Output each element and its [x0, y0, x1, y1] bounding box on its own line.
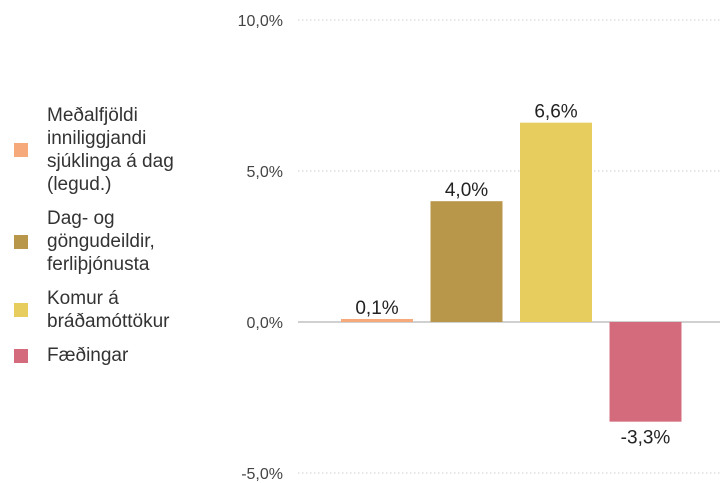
legend-item: Meðalfjöldi inniliggjandi sjúklinga á da… — [14, 104, 214, 196]
legend-item: Dag- og göngudeildir, ferliþjónusta — [14, 207, 214, 276]
bars — [341, 122, 682, 422]
legend-label: Meðalfjöldi inniliggjandi sjúklinga á da… — [47, 105, 174, 195]
legend-label: Komur á bráðamóttökur — [47, 288, 170, 332]
data-labels: 0,1% 4,0% 6,6% -3,3% — [355, 102, 670, 449]
legend-swatch — [14, 234, 28, 249]
data-label: -3,3% — [621, 428, 671, 449]
legend: Meðalfjöldi inniliggjandi sjúklinga á da… — [14, 104, 214, 378]
y-tick-label: 5,0% — [247, 164, 283, 181]
legend-label: Fæðingar — [47, 345, 129, 366]
bar — [430, 201, 503, 322]
bar — [609, 322, 682, 422]
data-label: 6,6% — [534, 102, 577, 123]
bar — [520, 122, 592, 323]
legend-label: Dag- og göngudeildir, ferliþjónusta — [47, 208, 155, 275]
legend-item: Komur á bráðamóttökur — [14, 287, 214, 333]
y-tick-label: 0,0% — [247, 315, 283, 332]
data-label: 0,1% — [355, 298, 398, 319]
y-tick-label: 10,0% — [238, 13, 283, 30]
y-tick-label: -5,0% — [241, 466, 283, 483]
legend-swatch — [14, 348, 28, 363]
legend-swatch — [14, 143, 28, 157]
data-label: 4,0% — [445, 180, 488, 201]
legend-item: Fæðingar — [14, 344, 214, 367]
y-axis: 10,0% 5,0% 0,0% -5,0% — [238, 13, 283, 483]
legend-swatch — [14, 303, 28, 317]
bar — [341, 318, 413, 322]
